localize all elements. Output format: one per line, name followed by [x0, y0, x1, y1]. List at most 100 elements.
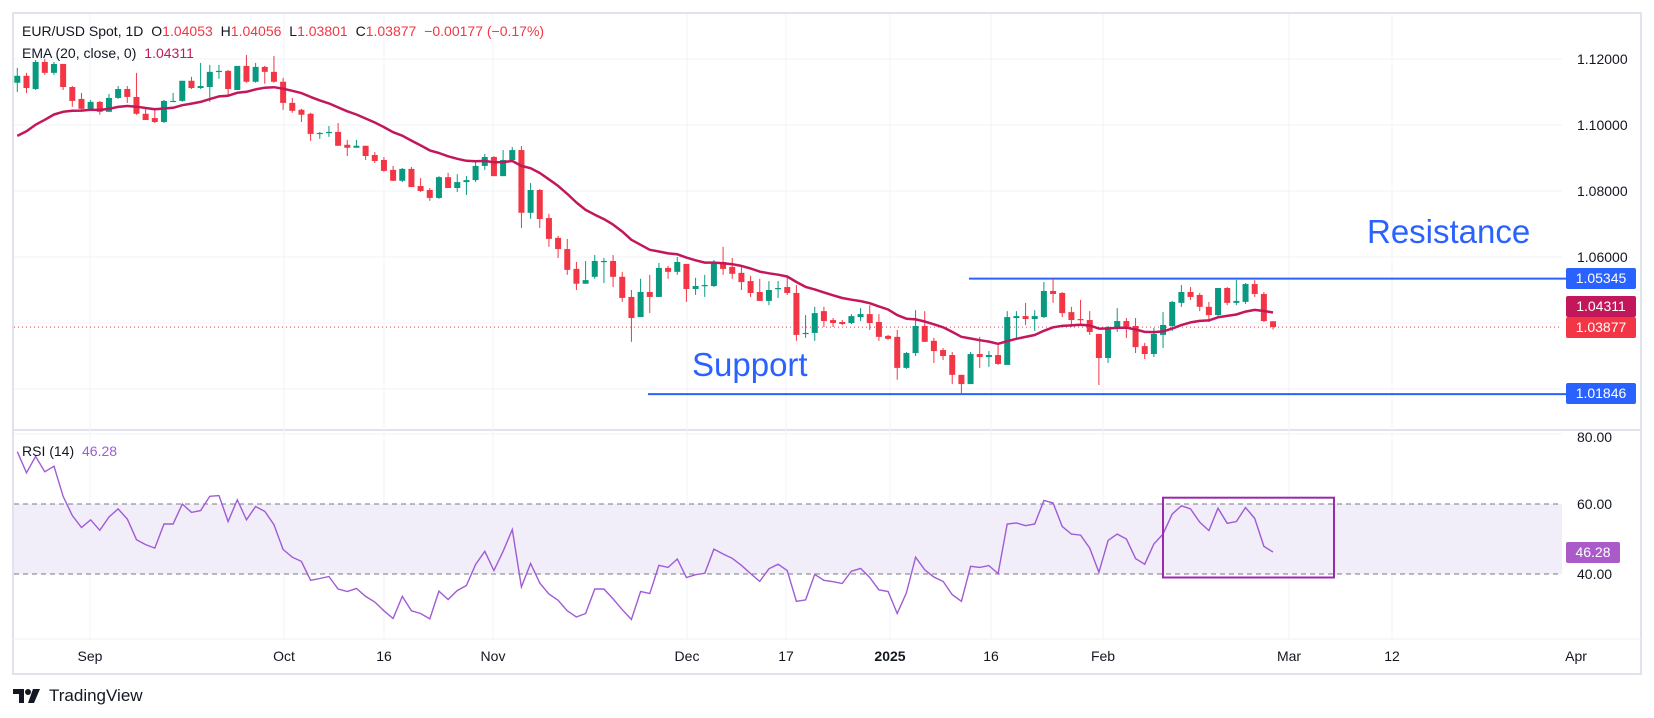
rsi-legend[interactable]: RSI (14) 46.28	[22, 443, 121, 459]
change-value: −0.00177 (−0.17%)	[424, 23, 545, 39]
candle-up	[160, 100, 167, 123]
candle-up	[1233, 300, 1240, 303]
candle-down	[417, 186, 424, 191]
candle-down	[371, 155, 378, 161]
candle-up	[1160, 324, 1167, 335]
time-axis[interactable]: Sep Oct 16 Nov Dec 17 2025 16 Feb Mar 12…	[13, 0, 1613, 718]
candle-down	[518, 150, 525, 213]
candle-up	[655, 267, 662, 297]
candle-down	[1141, 346, 1148, 355]
candle-down	[1132, 325, 1139, 348]
candle-up	[1150, 333, 1157, 355]
candle-down	[610, 260, 617, 277]
candle-down	[921, 325, 928, 342]
candle-down	[380, 159, 387, 171]
candle-down	[298, 109, 305, 115]
candle-down	[628, 296, 635, 319]
candle-down	[225, 70, 232, 90]
candle-down	[490, 157, 497, 177]
rsi-axis-label: 80.00	[1577, 429, 1613, 445]
candle-down	[1224, 288, 1231, 303]
candle-down	[1095, 333, 1102, 358]
low-value: 1.03801	[297, 23, 348, 39]
tradingview-logo[interactable]: TradingView	[13, 686, 143, 706]
candle-up	[710, 261, 717, 287]
ema-layer	[16, 85, 1274, 346]
candle-down	[564, 249, 571, 270]
candle-down	[124, 89, 131, 97]
candle-down	[619, 276, 626, 298]
candle-up	[582, 280, 589, 284]
candle-up	[802, 332, 809, 335]
rsi-band-fill	[14, 504, 1562, 574]
candle-up	[848, 316, 855, 324]
candle-up	[527, 190, 534, 213]
candle-down	[720, 261, 727, 269]
candle-down	[930, 340, 937, 352]
support-annotation[interactable]: Support	[692, 346, 808, 383]
candle-down	[875, 322, 882, 337]
chart-frame	[12, 12, 1642, 675]
resistance-annotation[interactable]: Resistance	[1367, 213, 1531, 250]
candle-down	[362, 145, 369, 157]
candle-down	[885, 335, 892, 339]
candle-down	[949, 355, 956, 375]
candle-down	[940, 350, 947, 357]
candle-down	[280, 81, 287, 103]
close-value: 1.03877	[365, 23, 417, 39]
candle-down	[793, 292, 800, 335]
candle-up	[811, 313, 818, 333]
candle-up	[197, 86, 204, 89]
symbol-legend: EUR/USD Spot, 1D O1.04053 H1.04056 L1.03…	[22, 23, 548, 39]
candle-up	[1242, 284, 1249, 302]
candle-up	[1040, 290, 1047, 318]
last-price-tag: 1.03877	[1566, 317, 1636, 338]
candle-up	[399, 168, 406, 181]
candle-up	[234, 65, 241, 91]
candle-up	[105, 97, 112, 112]
candle-down	[408, 168, 415, 188]
ema-legend[interactable]: EMA (20, close, 0) 1.04311	[22, 45, 198, 61]
candle-down	[1251, 284, 1258, 294]
candle-down	[545, 218, 552, 239]
candle-down	[536, 190, 543, 220]
candle-down	[555, 237, 562, 250]
time-label: Nov	[480, 648, 506, 664]
candle-up	[1013, 316, 1020, 319]
candle-down	[78, 98, 85, 109]
tradingview-wordmark: TradingView	[49, 686, 143, 705]
ema-legend-value: 1.04311	[144, 45, 194, 61]
rsi-axis-label: 40.00	[1577, 566, 1613, 582]
ema-legend-label: EMA (20, close, 0)	[22, 45, 137, 61]
rsi-highlight-box	[1162, 496, 1335, 579]
candle-down	[1270, 321, 1277, 328]
high-label: H	[220, 23, 231, 39]
candle-up	[1169, 301, 1176, 326]
candle-down	[1022, 316, 1029, 320]
candle-up	[115, 89, 122, 98]
time-label: Feb	[1090, 648, 1116, 664]
candle-up	[701, 285, 708, 287]
candle-up	[215, 70, 222, 73]
price-axis-label: 1.08000	[1577, 183, 1628, 199]
support-price-tag: 1.01846	[1566, 383, 1636, 404]
candle-down	[41, 61, 48, 73]
candle-down	[995, 355, 1002, 364]
candle-up	[206, 71, 213, 88]
candle-up	[1105, 326, 1112, 358]
candle-down	[426, 190, 433, 198]
candle-down	[958, 374, 965, 385]
candle-up	[252, 66, 259, 82]
candle-down	[1260, 293, 1267, 322]
time-label: Oct	[273, 648, 295, 664]
candle-up	[674, 261, 681, 272]
candle-down	[60, 63, 67, 88]
candle-down	[729, 266, 736, 274]
candle-down	[784, 287, 791, 293]
rsi-legend-value: 46.28	[82, 443, 118, 459]
symbol-title: EUR/USD Spot, 1D	[22, 23, 144, 39]
ema-line	[16, 85, 1274, 346]
candle-down	[261, 66, 268, 72]
candle-up	[435, 177, 442, 198]
